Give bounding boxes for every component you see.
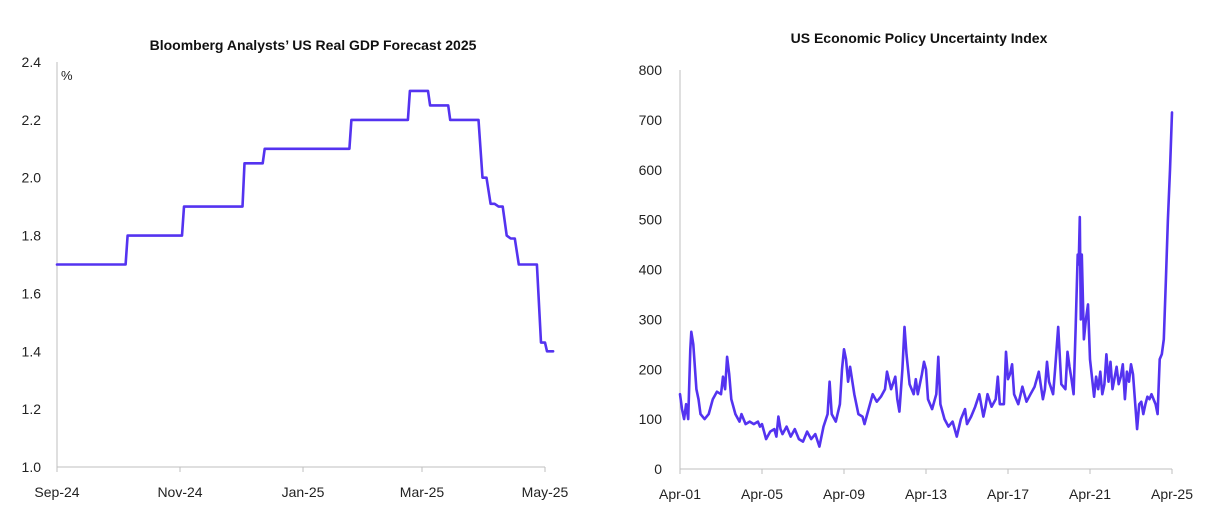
left-y-tick-label: 1.8 <box>22 228 42 244</box>
right-y-tick-label: 300 <box>639 311 663 327</box>
right-y-tick-label: 0 <box>654 461 662 477</box>
left-x-tick-label: Sep-24 <box>34 484 79 500</box>
left-chart-title: Bloomberg Analysts’ US Real GDP Forecast… <box>150 37 477 53</box>
right-x-tick-label: Apr-01 <box>659 486 701 502</box>
uncertainty-index-series-line <box>678 111 1174 448</box>
right-x-tick-label: Apr-05 <box>741 486 783 502</box>
right-y-tick-label: 200 <box>639 361 663 377</box>
right-y-tick-label: 100 <box>639 411 663 427</box>
right-chart-title: US Economic Policy Uncertainty Index <box>791 30 1048 46</box>
left-y-tick-label: 2.4 <box>22 54 42 70</box>
left-y-tick-label: 1.0 <box>22 459 42 475</box>
right-x-tick-label: Apr-21 <box>1069 486 1111 502</box>
right-y-tick-label: 500 <box>639 212 663 228</box>
left-x-tick-label: Nov-24 <box>157 484 202 500</box>
left-y-tick-label: 1.6 <box>22 285 42 301</box>
right-x-tick-label: Apr-09 <box>823 486 865 502</box>
right-y-tick-label: 800 <box>639 62 663 78</box>
left-y-tick-label: 1.2 <box>22 401 42 417</box>
right-y-tick-label: 600 <box>639 162 663 178</box>
left-x-tick-label: May-25 <box>522 484 569 500</box>
gdp-forecast-series-line <box>55 89 555 353</box>
right-y-tick-label: 400 <box>639 262 663 278</box>
right-y-tick-label: 700 <box>639 112 663 128</box>
left-y-tick-label: 2.0 <box>22 170 42 186</box>
right-x-tick-label: Apr-17 <box>987 486 1029 502</box>
left-x-tick-label: Jan-25 <box>282 484 325 500</box>
left-y-tick-label: 1.4 <box>22 343 42 359</box>
right-x-tick-label: Apr-25 <box>1151 486 1193 502</box>
right-x-tick-label: Apr-13 <box>905 486 947 502</box>
left-y-tick-label: 2.2 <box>22 112 42 128</box>
left-x-tick-label: Mar-25 <box>400 484 445 500</box>
left-chart-unit-label: % <box>61 68 73 83</box>
